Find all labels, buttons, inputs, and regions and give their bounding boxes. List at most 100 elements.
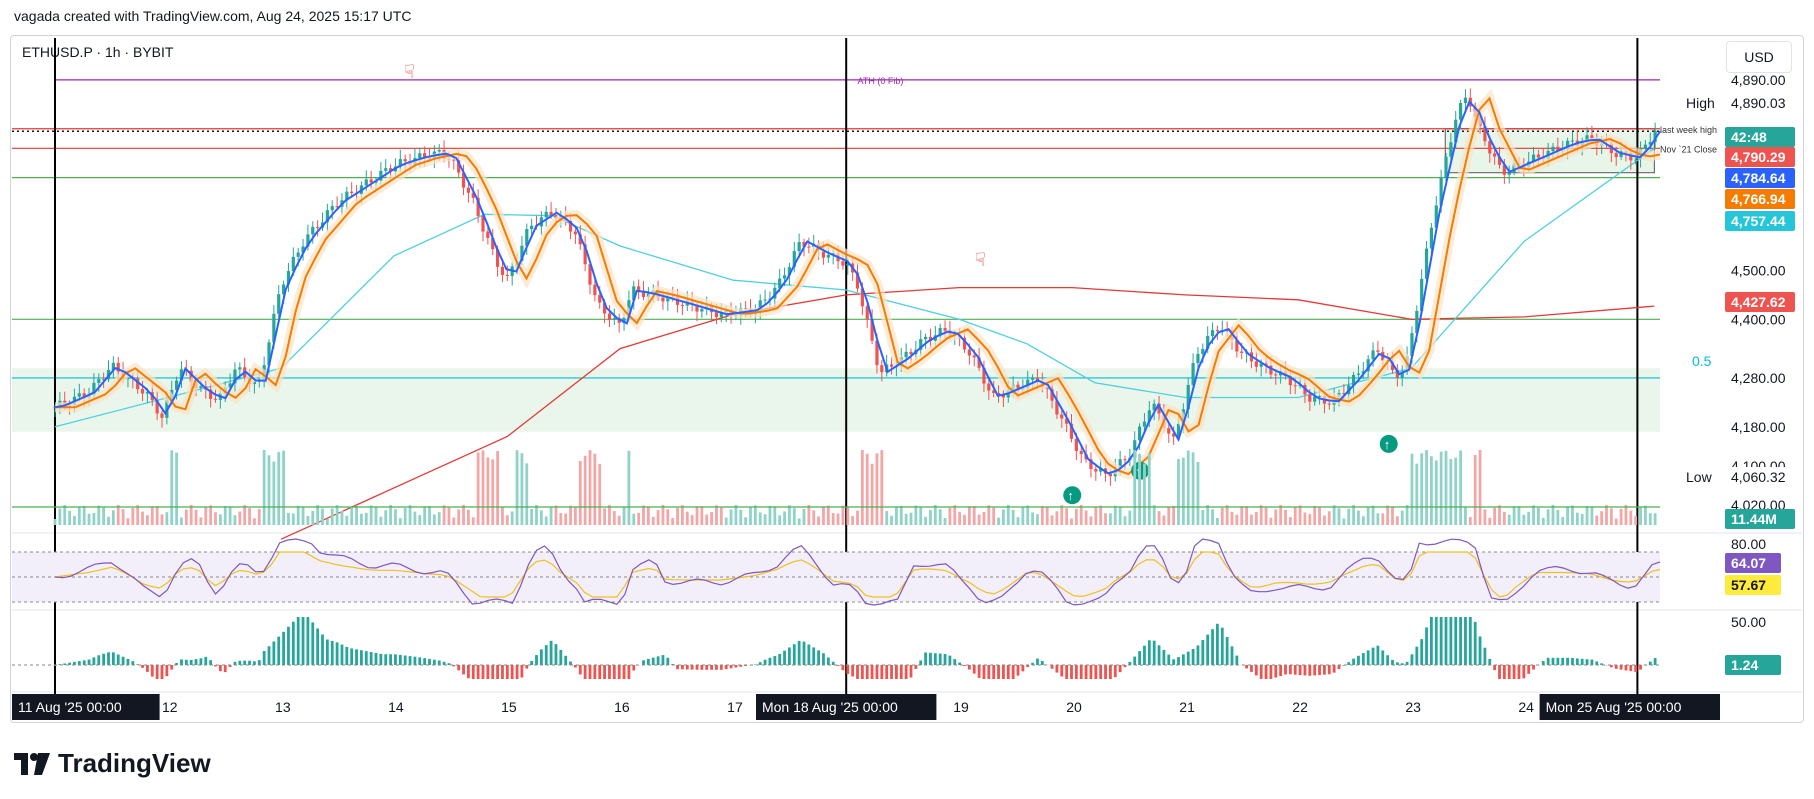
price-label-box: [1725, 211, 1795, 231]
macd-bar: [491, 665, 495, 679]
macd-bar: [403, 655, 407, 665]
volume-bar: [860, 450, 864, 525]
volume-bar: [413, 511, 417, 525]
macd-bar: [1016, 665, 1020, 676]
volume-bar: [1225, 505, 1229, 525]
macd-bar: [73, 661, 76, 665]
x-tick-label: 19: [953, 699, 969, 715]
macd-bar: [1060, 665, 1064, 677]
volume-bar: [282, 450, 285, 525]
macd-bar: [335, 642, 339, 665]
volume-bar: [374, 507, 378, 525]
macd-bar: [184, 659, 188, 665]
ema-line: [55, 96, 1661, 476]
candle-body: [870, 318, 874, 341]
macd-bar: [778, 653, 782, 665]
volume-bar: [136, 505, 140, 525]
volume-bar: [350, 506, 354, 525]
macd-bar: [1600, 663, 1604, 665]
macd-bar: [1464, 617, 1467, 665]
volume-bar: [1079, 505, 1083, 525]
volume-bar: [700, 506, 704, 525]
volume-bar: [1366, 506, 1370, 525]
y-tick-label: 4,890.00: [1731, 72, 1786, 88]
volume-badge: [1725, 509, 1795, 529]
volume-bar: [807, 505, 811, 525]
volume-bar: [321, 508, 324, 525]
volume-bar: [1571, 505, 1574, 525]
macd-bar: [549, 640, 553, 665]
candle-body: [977, 357, 981, 368]
candle-body: [423, 153, 427, 159]
volume-bar: [1230, 511, 1234, 525]
macd-bar: [972, 665, 976, 674]
volume-bar: [131, 508, 135, 525]
volume-bar: [856, 510, 859, 525]
candle-body: [1123, 459, 1127, 461]
x-tick-label: 15: [501, 699, 517, 715]
macd-bar: [1595, 661, 1599, 665]
volume-bar: [763, 514, 767, 525]
volume-bar: [836, 513, 840, 525]
candle-body: [252, 381, 257, 384]
symbol-label[interactable]: ETHUSD.P · 1h · BYBIT: [22, 44, 174, 60]
candle-body: [846, 263, 850, 266]
candle-body: [461, 172, 466, 188]
volume-bar: [758, 512, 762, 525]
volume-bar: [632, 513, 636, 525]
macd-bar: [880, 665, 884, 679]
macd-bar: [1177, 657, 1180, 665]
volume-bar: [243, 505, 247, 525]
volume-bar: [150, 506, 154, 525]
candle-body: [316, 226, 320, 228]
macd-bar: [1639, 665, 1642, 670]
volume-bar: [739, 509, 743, 525]
volume-bar: [1264, 507, 1268, 525]
volume-bar: [116, 505, 120, 525]
volume-bar: [1449, 458, 1453, 525]
candle-body: [1483, 126, 1487, 142]
macd-bar: [204, 656, 208, 665]
candle-body: [1342, 393, 1346, 395]
candle-body: [1629, 152, 1633, 161]
volume-bar: [530, 509, 534, 525]
volume-bar: [617, 515, 621, 525]
candle-body: [1186, 384, 1190, 410]
volume-bar: [204, 507, 208, 525]
macd-bar: [432, 659, 436, 665]
macd-bar: [442, 661, 446, 665]
macd-bar: [826, 657, 830, 665]
macd-bar: [1220, 627, 1224, 665]
volume-bar: [1177, 458, 1180, 525]
volume-bar: [432, 514, 436, 525]
price-label-value: 4,757.44: [1731, 213, 1786, 229]
candle-body: [1065, 418, 1069, 424]
volume-bar: [685, 511, 689, 525]
macd-bar: [486, 665, 490, 679]
price-label-value: 42:48: [1731, 129, 1767, 145]
volume-bar: [1250, 514, 1253, 525]
candle-body: [1366, 359, 1370, 372]
volume-bar: [1191, 452, 1195, 525]
volume-bar: [1376, 513, 1380, 525]
volume-bar: [1566, 507, 1569, 525]
volume-bar: [277, 452, 281, 525]
candle-body: [967, 349, 971, 356]
volume-bar: [734, 505, 738, 525]
volume-bar: [1128, 510, 1132, 525]
candle-body: [700, 309, 704, 312]
macd-bar: [617, 665, 621, 679]
tradingview-logo[interactable]: TradingView: [14, 748, 211, 779]
candle-body: [841, 261, 845, 266]
macd-bar: [588, 665, 592, 679]
macd-bar: [1036, 658, 1039, 665]
candle-body: [1531, 154, 1536, 162]
sma-line: [54, 147, 1655, 428]
macd-bar: [175, 663, 178, 665]
macd-bar: [301, 617, 305, 665]
candle-body: [1424, 248, 1429, 279]
currency-button[interactable]: USD: [1726, 41, 1792, 73]
macd-bar: [987, 665, 991, 679]
candle-body: [1172, 433, 1176, 437]
